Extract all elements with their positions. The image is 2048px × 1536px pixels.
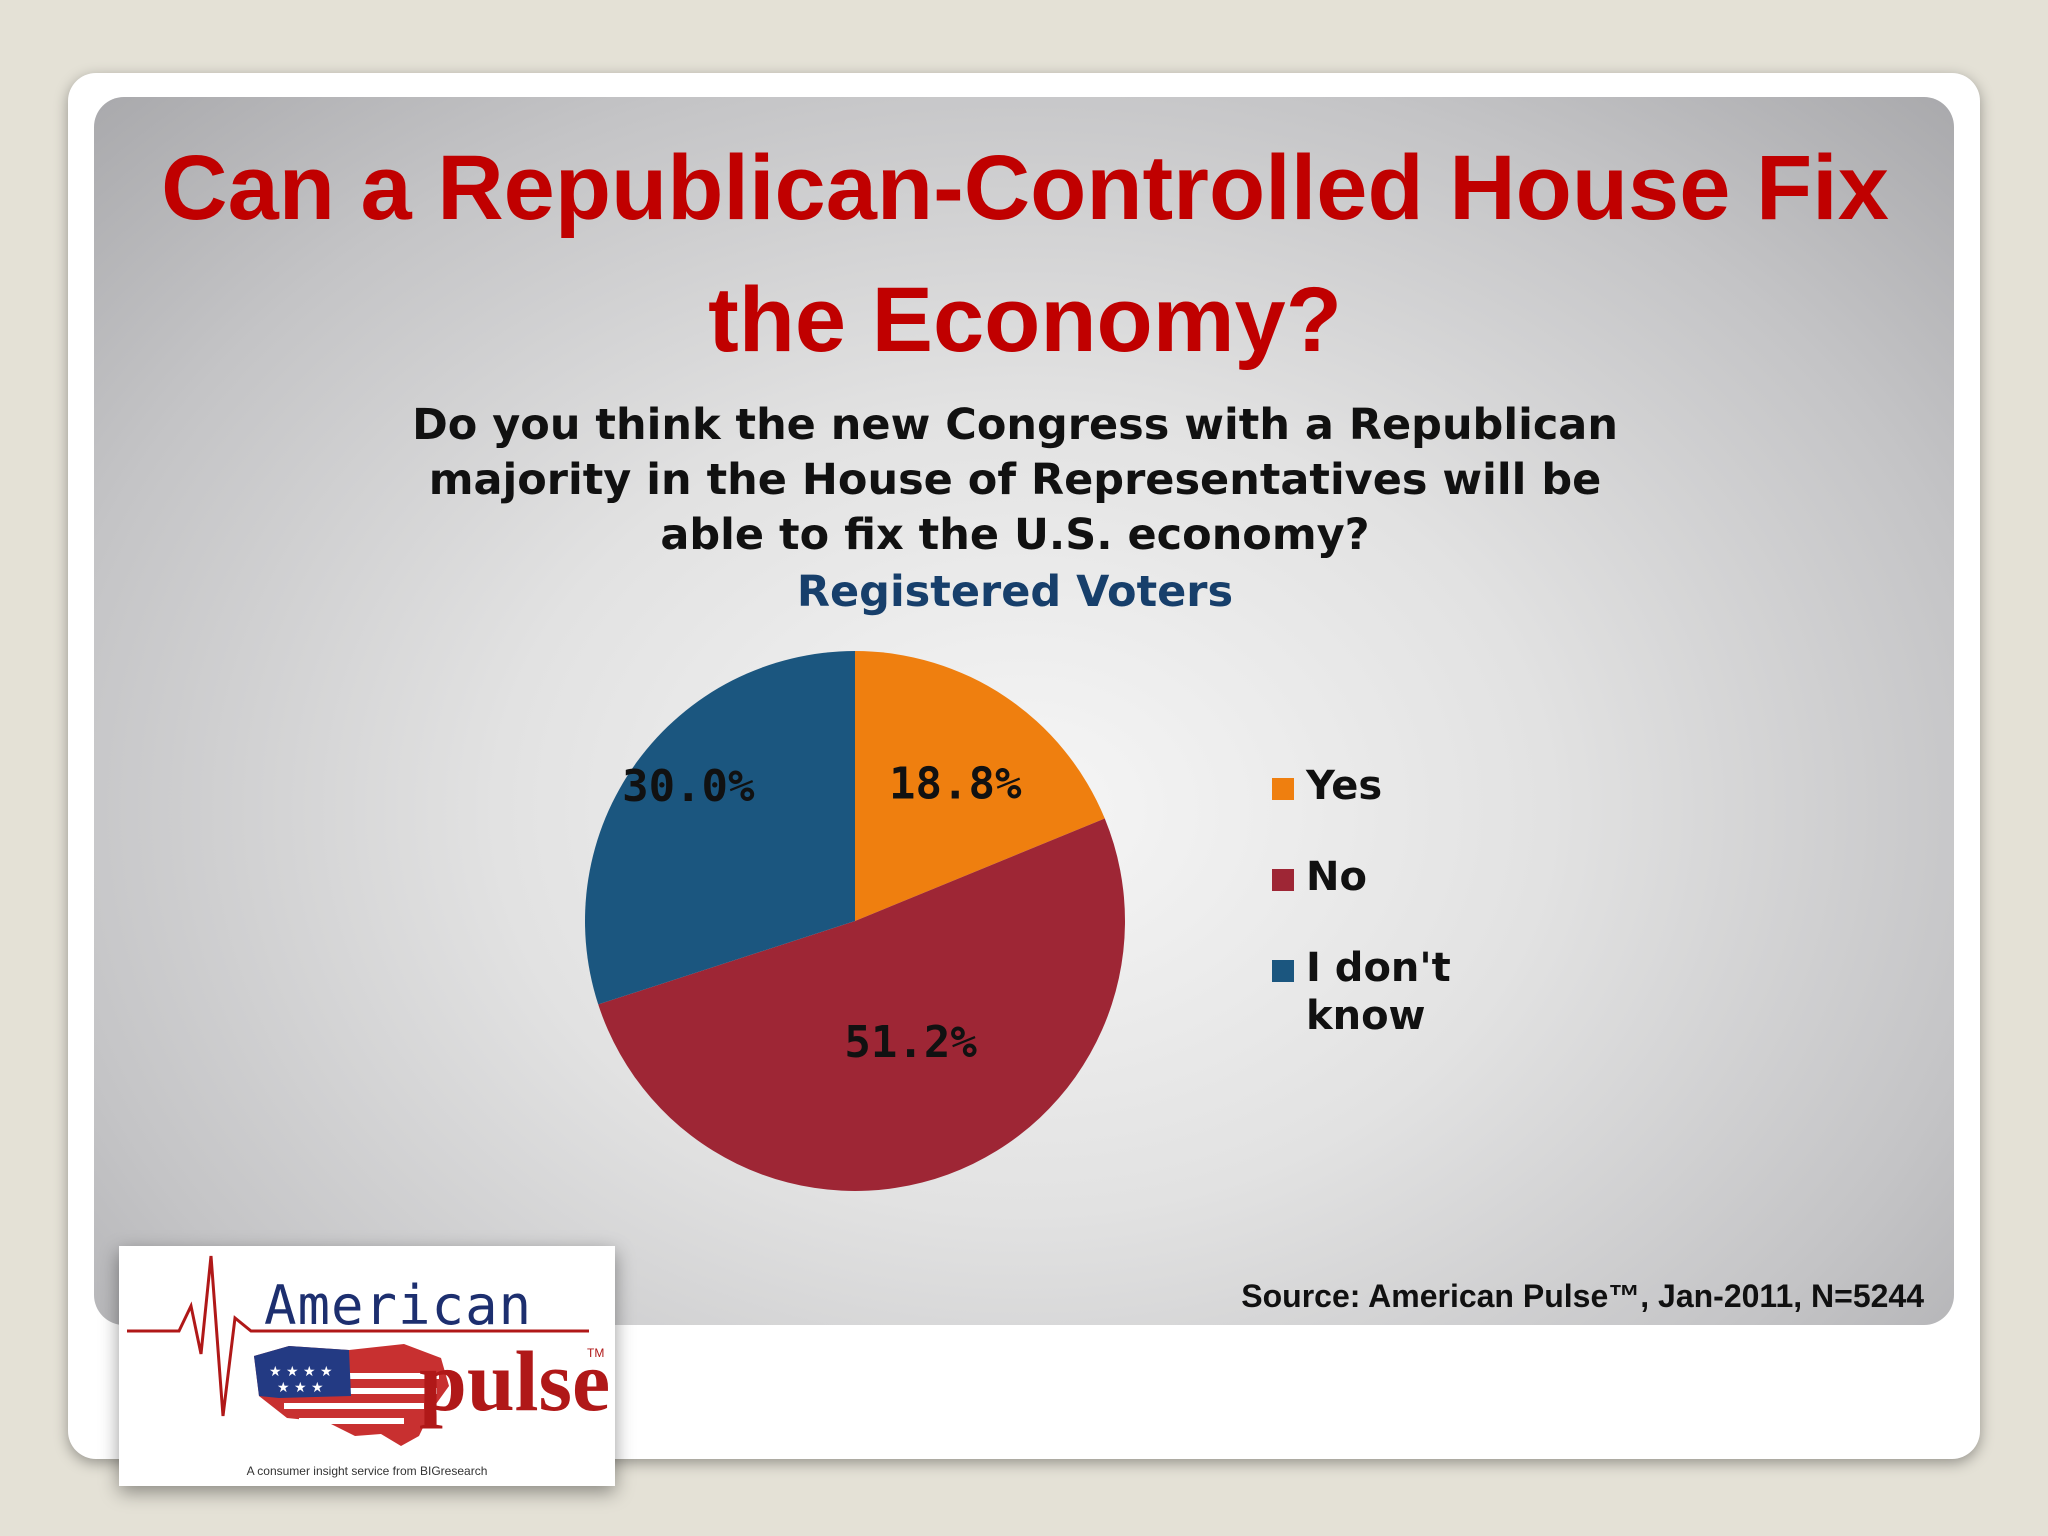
chart-legend: Yes No I don't know xyxy=(1272,762,1572,1083)
pulse-line-icon xyxy=(127,1255,589,1417)
legend-label-dont-know-line-1: I don't xyxy=(1306,945,1451,991)
survey-question-line-1: Do you think the new Congress with a Rep… xyxy=(412,400,1618,450)
legend-label-no: No xyxy=(1306,854,1367,900)
source-note: Source: American Pulse™, Jan-2011, N=524… xyxy=(1241,1278,1924,1314)
usa-map-stripes xyxy=(269,1373,439,1424)
pie-data-label-yes: 18.8% xyxy=(889,758,1022,809)
pie-data-label-no: 51.2% xyxy=(844,1017,977,1068)
pie-slice-no xyxy=(598,818,1125,1191)
survey-question-line-3: able to fix the U.S. economy? xyxy=(660,510,1370,560)
slide-title-line-1: Can a Republican-Controlled House Fix xyxy=(161,137,1889,239)
pie-slice-i-don-t-know xyxy=(584,650,855,1005)
slide-title-line-2: the Economy? xyxy=(708,269,1342,371)
star-icon: ★ ★ ★ xyxy=(277,1380,324,1396)
usa-map-canton xyxy=(254,1346,351,1398)
logo-tagline: A consumer insight service from BIGresea… xyxy=(246,1464,488,1478)
logo-artwork: ★ ★ ★ ★ ★ ★ ★ xyxy=(127,1255,589,1446)
legend-label-yes: Yes xyxy=(1306,763,1383,809)
legend-swatch-yes xyxy=(1272,778,1294,800)
legend-item-dont-know: I don't know xyxy=(1272,944,1572,1040)
legend-label-dont-know-line-2: know xyxy=(1306,993,1426,1039)
pie-slices xyxy=(584,650,1125,1191)
survey-question: Do you think the new Congress with a Rep… xyxy=(300,398,1730,563)
legend-item-yes: Yes xyxy=(1272,762,1572,810)
survey-question-line-2: majority in the House of Representatives… xyxy=(428,455,1602,505)
logo-trademark: TM xyxy=(587,1346,605,1360)
logo-word-american: American xyxy=(264,1274,533,1337)
legend-item-no: No xyxy=(1272,853,1572,901)
legend-swatch-no xyxy=(1272,869,1294,891)
chart-subtitle: Registered Voters xyxy=(796,567,1234,617)
pie-slice-yes xyxy=(855,651,1105,921)
pie-data-label-i-don-t-know: 30.0% xyxy=(622,761,755,812)
american-pulse-logo: ★ ★ ★ ★ ★ ★ ★ American pulse TM A consum… xyxy=(119,1246,615,1486)
logo-word-pulse: pulse xyxy=(419,1333,611,1429)
pie-labels: 18.8% 51.2% 30.0% xyxy=(622,758,1022,1068)
slide-title: Can a Republican-Controlled House Fix th… xyxy=(120,122,1930,386)
star-icon: ★ ★ ★ ★ xyxy=(269,1364,333,1380)
legend-swatch-dont-know xyxy=(1272,960,1294,982)
